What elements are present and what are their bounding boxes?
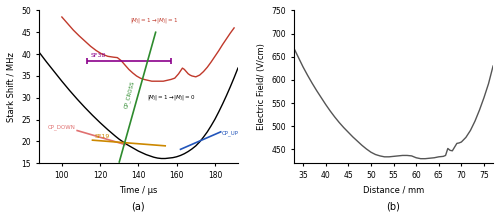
Y-axis label: Electric Field/ (V/cm): Electric Field/ (V/cm) [257,43,266,130]
X-axis label: Time / μs: Time / μs [119,185,158,194]
Text: $|M_J| = 1 \rightarrow |M_J| = 0$: $|M_J| = 1 \rightarrow |M_J| = 0$ [147,93,195,103]
Text: (b): (b) [386,201,400,211]
X-axis label: Distance / mm: Distance / mm [363,185,424,194]
Text: (a): (a) [132,201,145,211]
Text: SF38: SF38 [90,53,106,58]
Text: SF19: SF19 [94,134,110,139]
Text: CP_DOWN: CP_DOWN [48,124,76,130]
Text: $|M_J| = 1 \rightarrow |M_J| = 1$: $|M_J| = 1 \rightarrow |M_J| = 1$ [130,16,178,26]
Y-axis label: Stark Shift / MHz: Stark Shift / MHz [7,52,16,122]
Text: CP_CROSS: CP_CROSS [124,80,136,109]
Text: CP_UP: CP_UP [222,130,238,136]
